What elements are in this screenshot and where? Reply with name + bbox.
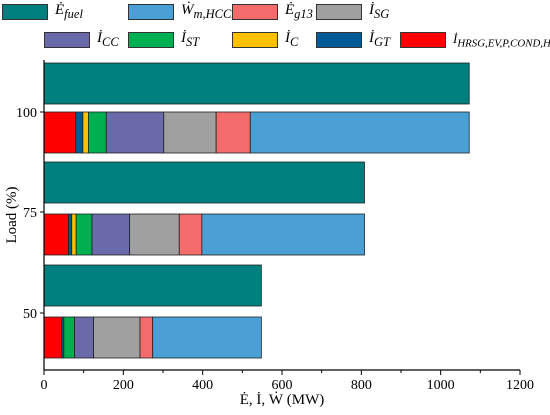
legend-item-i-st: İST xyxy=(128,30,199,50)
bar-fuel-75 xyxy=(43,161,365,204)
bar-fuel-50 xyxy=(43,264,262,307)
bar-segment-100-4 xyxy=(105,111,165,154)
legend-swatch xyxy=(44,32,90,48)
bar-segment-50-0 xyxy=(43,316,63,359)
legend-label: Ėfuel xyxy=(55,2,83,21)
bar-segment-50-6 xyxy=(139,316,154,359)
bar-segment-100-6 xyxy=(215,111,251,154)
legend-swatch xyxy=(232,32,278,48)
chart-legend: Ėfuel Ẇm,HCCPP Ėg13 İSG İCC İST İC İGT İ… xyxy=(0,0,550,60)
legend-label: İHRSG,EV,P,COND,H xyxy=(453,30,550,50)
legend-swatch xyxy=(316,32,362,48)
bar-segment-75-3 xyxy=(75,213,93,256)
legend-item-e-g13: Ėg13 xyxy=(232,2,313,22)
bar-segment-100-7 xyxy=(249,111,470,154)
bar-segment-100-2 xyxy=(82,111,89,154)
x-tick-label-800: 800 xyxy=(351,378,372,393)
bar-segment-75-2 xyxy=(71,213,77,256)
legend-swatch xyxy=(128,4,174,20)
y-tick-label-100: 100 xyxy=(16,106,37,121)
x-tick-label-400: 400 xyxy=(192,378,213,393)
legend-swatch xyxy=(400,32,446,48)
legend-label: İSG xyxy=(369,2,390,21)
bar-segment-100-3 xyxy=(88,111,107,154)
bar-segment-50-5 xyxy=(93,316,141,359)
legend-swatch xyxy=(232,4,278,20)
x-tick-label-0: 0 xyxy=(41,378,48,393)
bar-segment-75-7 xyxy=(201,213,365,256)
bar-segment-100-5 xyxy=(163,111,217,154)
y-tick-label-50: 50 xyxy=(23,307,37,322)
legend-swatch xyxy=(128,32,174,48)
legend-item-i-cc: İCC xyxy=(44,30,119,50)
bar-segment-75-1 xyxy=(68,213,73,256)
bar-fuel-100 xyxy=(43,62,470,105)
bar-segment-75-5 xyxy=(129,213,180,256)
legend-item-e-fuel: Ėfuel xyxy=(2,2,83,22)
legend-label: İC xyxy=(285,30,299,49)
bar-segment-75-6 xyxy=(178,213,203,256)
x-tick-label-200: 200 xyxy=(113,378,134,393)
bar-segment-100-0 xyxy=(43,111,77,154)
bar-segment-100-1 xyxy=(75,111,84,154)
legend-item-i-sg: İSG xyxy=(316,2,389,22)
legend-item-i-gt: İGT xyxy=(316,30,390,50)
legend-item-i-c: İC xyxy=(232,30,298,50)
legend-swatch xyxy=(316,4,362,20)
bar-segment-75-4 xyxy=(91,213,131,256)
bar-segment-75-0 xyxy=(43,213,69,256)
legend-item-i-hrsg: İHRSG,EV,P,COND,H xyxy=(400,30,550,50)
y-tick-label-75: 75 xyxy=(23,206,37,221)
x-tick-label-1200: 1200 xyxy=(506,378,534,393)
bar-segment-50-7 xyxy=(152,316,262,359)
bar-segment-50-3 xyxy=(63,316,75,359)
legend-label: İGT xyxy=(369,30,390,49)
bar-segment-50-4 xyxy=(74,316,94,359)
y-axis-label: Load (%) xyxy=(4,186,20,243)
x-tick-label-600: 600 xyxy=(272,378,293,393)
legend-label: İST xyxy=(181,30,200,49)
legend-label: İCC xyxy=(97,30,119,49)
x-axis-label: Ė, İ, Ẇ (MW) xyxy=(240,391,325,408)
legend-label: Ėg13 xyxy=(285,2,313,21)
legend-swatch xyxy=(2,4,48,20)
x-tick-label-1000: 1000 xyxy=(427,378,455,393)
